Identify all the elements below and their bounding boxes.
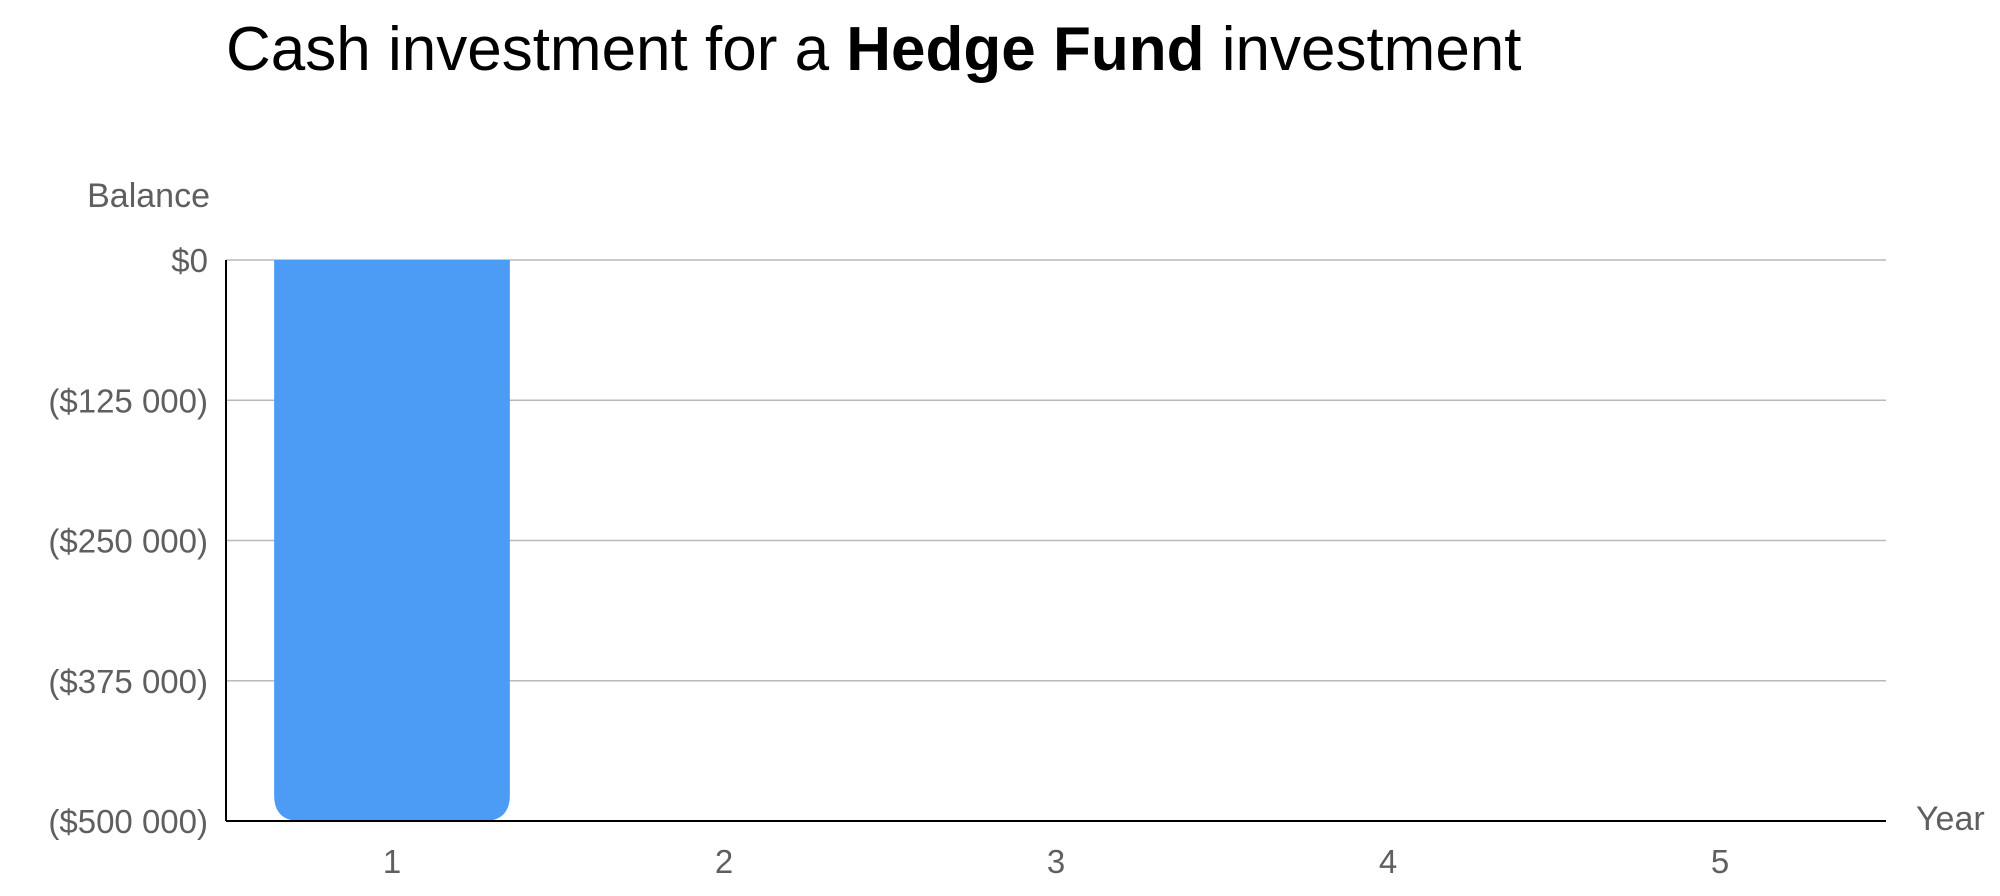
chart-title: Cash investment for a Hedge Fund investm… — [226, 10, 1522, 90]
chart-title-part-1: Cash investment for a — [226, 15, 847, 84]
y-axis-title: Balance — [87, 177, 210, 215]
y-tick-label: ($500 000) — [48, 803, 208, 840]
y-tick-label: ($125 000) — [48, 382, 208, 419]
x-axis-title: Year — [1916, 800, 1985, 838]
bars — [274, 260, 510, 821]
x-tick-label: 2 — [715, 843, 733, 880]
x-tick-label: 3 — [1047, 843, 1065, 880]
x-tick-label: 1 — [383, 843, 401, 880]
x-tick-label: 5 — [1711, 843, 1729, 880]
bar-year-1 — [274, 260, 510, 821]
chart-title-emphasis: Hedge Fund — [846, 15, 1205, 84]
x-tick-label: 4 — [1379, 843, 1397, 880]
y-tick-label: $0 — [171, 242, 208, 279]
y-tick-label: ($250 000) — [48, 523, 208, 560]
tick-labels: $0 ($125 000) ($250 000) ($375 000) ($500 00… — [48, 242, 1729, 880]
chart-title-part-3: investment — [1204, 15, 1522, 84]
y-tick-label: ($375 000) — [48, 663, 208, 700]
axes — [225, 260, 1886, 822]
